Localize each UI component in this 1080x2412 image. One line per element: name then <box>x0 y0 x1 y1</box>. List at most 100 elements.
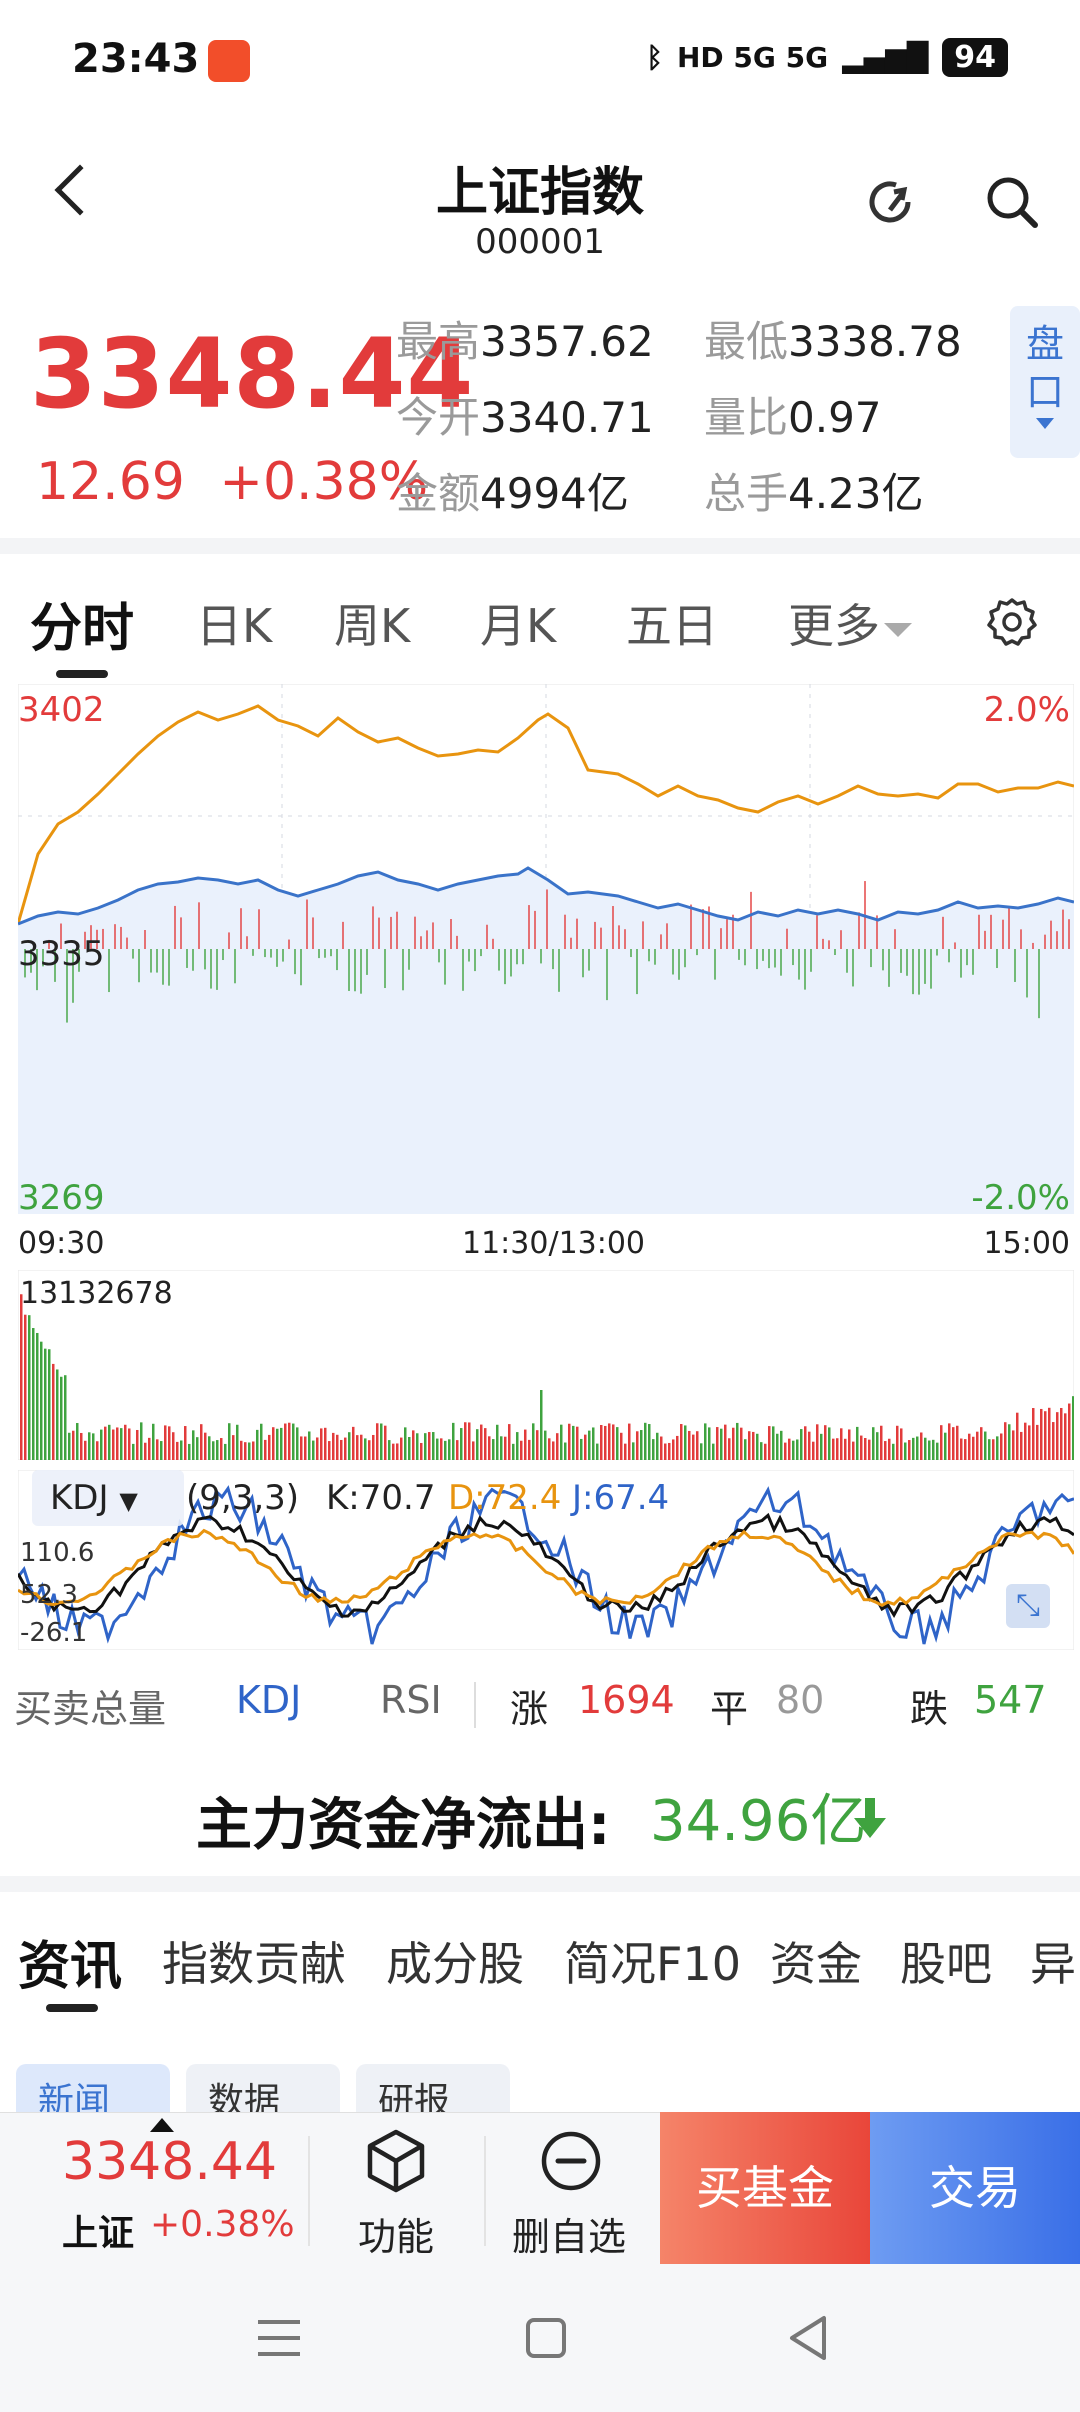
buy-sell-bar <box>420 936 422 949</box>
buy-sell-bar <box>198 902 200 949</box>
tab-anomaly[interactable]: 异 <box>1030 1937 1076 1991</box>
volume-bar <box>644 1422 647 1460</box>
volume-bar <box>524 1429 527 1460</box>
buy-sell-bar <box>1056 931 1058 949</box>
buy-sell-bar <box>228 932 230 949</box>
indicator-selector[interactable] <box>32 1470 184 1526</box>
volume-bar <box>108 1424 111 1460</box>
home-icon[interactable] <box>526 2318 566 2358</box>
tab-profile-f10[interactable]: 简况F10 <box>564 1937 741 1991</box>
buy-sell-bar <box>528 905 530 949</box>
buy-sell-bar <box>852 949 854 987</box>
chevron-down-icon <box>884 622 912 637</box>
tab-weekly-k[interactable]: 周K <box>334 599 411 653</box>
tab-capital[interactable]: 资金 <box>770 1937 862 1991</box>
buy-sell-bar <box>294 949 296 975</box>
kdj-axis-high: 110.6 <box>20 1538 95 1568</box>
remove-watchlist-button[interactable] <box>500 2128 650 2258</box>
intraday-chart[interactable] <box>18 684 1074 1214</box>
volume-bar <box>252 1441 255 1460</box>
section-divider <box>0 538 1080 554</box>
volume-bar <box>292 1423 295 1460</box>
tab-daily-k[interactable]: 日K <box>196 599 273 653</box>
buy-sell-bar <box>396 911 398 949</box>
volume-bar <box>988 1439 991 1460</box>
volume-bar <box>224 1443 227 1460</box>
function-button[interactable] <box>320 2128 472 2258</box>
indicator-rsi[interactable]: RSI <box>380 1678 442 1722</box>
buy-sell-bar <box>606 949 608 1001</box>
volume-bar <box>700 1443 703 1460</box>
buy-sell-bar <box>426 930 428 949</box>
tab-monthly-k[interactable]: 月K <box>480 599 557 653</box>
tab-constituents[interactable]: 成分股 <box>386 1937 524 1991</box>
volume-bar <box>316 1437 319 1460</box>
buy-sell-bar <box>990 914 992 949</box>
volume-bar <box>164 1425 167 1460</box>
tab-more[interactable]: 更多 <box>788 590 912 656</box>
volume-bar <box>156 1439 159 1460</box>
bottom-price[interactable]: 3348.44 <box>62 2132 278 2192</box>
buy-sell-bar <box>24 949 26 978</box>
volume-bar <box>880 1425 883 1460</box>
buy-sell-bar <box>714 949 716 980</box>
volume-bar <box>44 1348 47 1460</box>
volume-bar <box>896 1425 899 1460</box>
volume-bar <box>180 1440 183 1460</box>
order-book-button[interactable]: 盘口 <box>1010 306 1080 458</box>
buy-sell-bar <box>288 939 290 949</box>
indicator-buy-sell-volume[interactable]: 买卖总量 <box>14 1687 167 1731</box>
buy-fund-button[interactable]: 买基金 <box>660 2112 870 2264</box>
status-time: 23:43 <box>72 36 200 82</box>
buy-sell-bar <box>216 949 218 990</box>
volume-bar <box>1016 1412 1019 1460</box>
volume-bar <box>256 1429 259 1460</box>
trade-button[interactable]: 交易 <box>870 2112 1080 2264</box>
volume-bar <box>236 1424 239 1460</box>
volume-bar <box>304 1436 307 1460</box>
volume-bar <box>404 1427 407 1460</box>
volume-bar <box>132 1443 135 1460</box>
buy-sell-bar <box>84 931 86 949</box>
buy-sell-bar <box>900 949 902 973</box>
buy-sell-bar <box>978 914 980 949</box>
volume-bar <box>836 1438 839 1460</box>
buy-sell-bar <box>264 949 266 958</box>
tab-news[interactable]: 资讯 <box>18 1937 123 1997</box>
buy-sell-bar <box>912 949 914 995</box>
buy-sell-bar <box>348 949 350 991</box>
buy-sell-bar <box>534 910 536 949</box>
volume-bar <box>76 1423 79 1460</box>
fund-flow-label: 主力资金净流出: <box>196 1793 611 1858</box>
buy-sell-bar <box>834 949 836 956</box>
back-nav-icon[interactable] <box>786 2314 830 2362</box>
volume-bar <box>776 1433 779 1460</box>
volume-bar <box>420 1442 423 1460</box>
expand-icon[interactable]: ⤡ <box>1006 1584 1050 1628</box>
time-mid: 11:30/13:00 <box>462 1226 646 1261</box>
volume-bar <box>960 1438 963 1460</box>
volume-chart[interactable] <box>18 1270 1074 1460</box>
volume-bar <box>436 1438 439 1460</box>
tab-intraday[interactable]: 分时 <box>30 599 135 659</box>
tab-index-contribution[interactable]: 指数贡献 <box>162 1937 346 1991</box>
y-axis-mid: 3335 <box>18 934 105 974</box>
flat-label: 平 <box>710 1687 749 1731</box>
gear-icon[interactable] <box>984 594 1040 650</box>
kdj-chart[interactable] <box>18 1470 1074 1650</box>
volume-bar <box>312 1440 315 1460</box>
volume-bar <box>792 1440 795 1460</box>
volume-bar <box>556 1433 559 1460</box>
search-icon[interactable] <box>982 172 1042 232</box>
kdj-selector-label[interactable]: KDJ ▼ <box>50 1478 138 1518</box>
refresh-icon[interactable] <box>860 172 920 232</box>
menu-icon[interactable] <box>258 2318 300 2358</box>
indicator-kdj[interactable]: KDJ <box>236 1678 302 1722</box>
buy-sell-bar <box>240 908 242 949</box>
tab-five-day[interactable]: 五日 <box>626 599 718 653</box>
buy-sell-bar <box>156 949 158 973</box>
buy-sell-bar <box>774 949 776 968</box>
volume-bar <box>888 1438 891 1460</box>
volume-bar <box>532 1423 535 1460</box>
tab-forum[interactable]: 股吧 <box>900 1937 992 1991</box>
